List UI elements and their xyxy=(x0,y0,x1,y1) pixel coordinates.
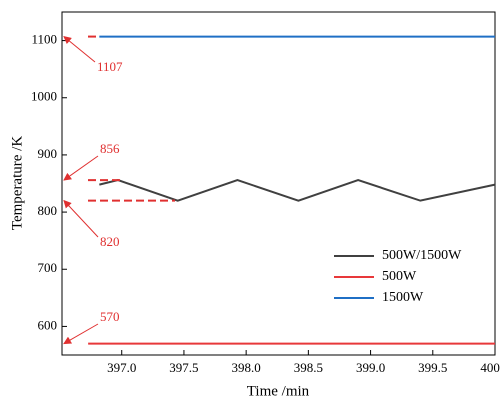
y-tick-label: 700 xyxy=(38,260,58,275)
x-tick-label: 397.5 xyxy=(169,360,198,375)
x-axis-label: Time /min xyxy=(247,383,310,399)
annotation-label: 570 xyxy=(100,309,120,324)
x-tick-label: 398.5 xyxy=(294,360,323,375)
y-tick-label: 900 xyxy=(38,146,58,161)
annotation-arrow xyxy=(63,35,96,63)
series-line xyxy=(99,179,496,202)
y-tick-label: 1000 xyxy=(31,89,57,104)
legend-label: 1500W xyxy=(382,290,424,305)
y-axis-label: Temperature /K xyxy=(9,136,25,230)
x-tick-label: 399.0 xyxy=(356,360,385,375)
annotation-arrow xyxy=(63,155,99,181)
legend-label: 500W/1500W xyxy=(382,248,462,263)
y-tick-label: 600 xyxy=(38,317,58,332)
annotation-arrow xyxy=(63,323,99,345)
x-tick-label: 400.0 xyxy=(480,360,500,375)
annotation-arrow xyxy=(63,199,99,238)
y-tick-label: 800 xyxy=(38,203,58,218)
annotation-label: 1107 xyxy=(97,59,123,74)
x-tick-label: 397.0 xyxy=(107,360,136,375)
x-tick-label: 399.5 xyxy=(418,360,447,375)
y-tick-label: 1100 xyxy=(31,32,57,47)
annotation-label: 820 xyxy=(100,234,120,249)
x-tick-label: 398.0 xyxy=(232,360,261,375)
legend-label: 500W xyxy=(382,269,417,284)
annotation-label: 856 xyxy=(100,141,120,156)
plot-frame xyxy=(61,11,496,356)
